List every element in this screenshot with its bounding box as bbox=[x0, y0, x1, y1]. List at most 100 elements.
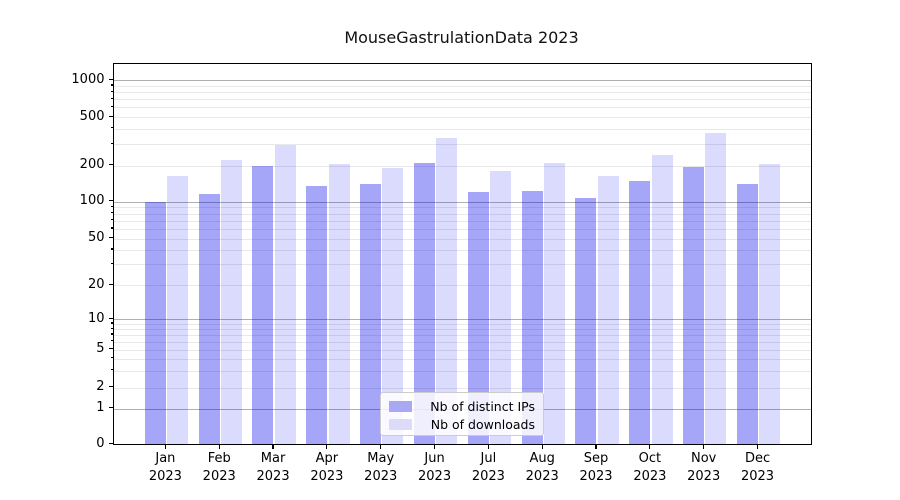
y-minor-tick-mark bbox=[110, 357, 113, 359]
x-tick-label-sep: Sep 2023 bbox=[579, 451, 613, 484]
bar-downloads-jul bbox=[490, 171, 512, 444]
x-tick-label-mar: Mar 2023 bbox=[256, 451, 290, 484]
x-tick-label-may: May 2023 bbox=[364, 451, 398, 484]
bar-distinct-ips-apr bbox=[306, 186, 328, 444]
major-gridline bbox=[114, 319, 811, 321]
y-tick-label: 1000 bbox=[71, 71, 105, 87]
x-tick-mark bbox=[164, 444, 166, 449]
minor-gridline bbox=[114, 341, 811, 343]
bar-distinct-ips-jan bbox=[144, 201, 166, 444]
bar-downloads-jan bbox=[167, 175, 189, 444]
y-tick-label: 2 bbox=[96, 379, 105, 395]
plot-area bbox=[113, 63, 812, 445]
major-gridline bbox=[114, 201, 811, 203]
legend-item-downloads: Nb of downloads bbox=[389, 416, 535, 433]
minor-gridline bbox=[114, 370, 811, 372]
bar-downloads-jun bbox=[436, 138, 458, 444]
minor-gridline bbox=[114, 349, 811, 351]
x-tick-label-nov: Nov 2023 bbox=[687, 451, 721, 484]
y-minor-tick-mark bbox=[110, 97, 113, 99]
y-minor-tick-mark bbox=[110, 227, 113, 229]
y-minor-tick-mark bbox=[110, 219, 113, 221]
y-tick-label: 50 bbox=[87, 230, 105, 245]
minor-gridline bbox=[114, 92, 811, 94]
x-tick-label-dec: Dec 2023 bbox=[740, 451, 775, 484]
y-minor-tick-mark bbox=[110, 327, 113, 329]
x-tick-mark bbox=[218, 444, 220, 449]
legend-swatch-icon bbox=[389, 419, 412, 430]
bar-downloads-may bbox=[382, 168, 404, 444]
minor-gridline bbox=[114, 238, 811, 240]
y-tick-mark bbox=[108, 78, 113, 80]
bar-distinct-ips-jun bbox=[413, 162, 435, 444]
minor-gridline bbox=[114, 117, 811, 118]
y-tick-mark bbox=[108, 317, 113, 319]
legend-label: Nb of downloads bbox=[430, 417, 535, 432]
minor-gridline bbox=[114, 207, 811, 209]
bar-downloads-oct bbox=[651, 154, 673, 444]
minor-gridline bbox=[114, 144, 811, 146]
bar-distinct-ips-feb bbox=[198, 194, 220, 444]
x-tick-label-jun: Jun 2023 bbox=[418, 451, 452, 484]
x-tick-mark bbox=[326, 444, 328, 449]
y-minor-tick-mark bbox=[110, 322, 113, 324]
bar-distinct-ips-may bbox=[360, 184, 382, 444]
y-tick-mark bbox=[108, 348, 113, 350]
y-minor-tick-mark bbox=[110, 212, 113, 214]
minor-gridline bbox=[114, 285, 811, 286]
y-tick-mark bbox=[108, 407, 113, 409]
x-tick-mark bbox=[703, 444, 705, 449]
y-tick-mark bbox=[108, 237, 113, 239]
minor-gridline bbox=[114, 329, 811, 331]
y-tick-mark bbox=[108, 115, 113, 117]
bar-distinct-ips-nov bbox=[683, 166, 704, 444]
y-minor-tick-mark bbox=[110, 340, 113, 342]
minor-gridline bbox=[114, 249, 811, 251]
bar-distinct-ips-jul bbox=[467, 192, 489, 444]
x-tick-label-aug: Aug 2023 bbox=[525, 451, 559, 484]
minor-gridline bbox=[114, 220, 811, 222]
minor-gridline bbox=[114, 228, 811, 230]
x-tick-label-oct: Oct 2023 bbox=[633, 451, 667, 484]
y-tick-mark bbox=[108, 442, 113, 444]
legend-swatch-icon bbox=[389, 401, 412, 412]
minor-gridline bbox=[114, 323, 811, 325]
y-tick-label: 500 bbox=[79, 108, 105, 124]
legend-label: Nb of distinct IPs bbox=[430, 399, 535, 414]
y-tick-label: 0 bbox=[96, 435, 105, 451]
y-tick-mark bbox=[108, 283, 113, 285]
minor-gridline bbox=[114, 128, 811, 130]
minor-gridline bbox=[114, 85, 811, 87]
minor-gridline bbox=[114, 99, 811, 101]
x-tick-mark bbox=[433, 444, 436, 449]
chart-title: MouseGastrulationData 2023 bbox=[344, 28, 579, 47]
minor-gridline bbox=[114, 358, 811, 360]
bar-downloads-dec bbox=[759, 164, 781, 444]
y-tick-mark bbox=[108, 386, 113, 388]
minor-gridline bbox=[114, 107, 811, 109]
bar-downloads-apr bbox=[328, 164, 350, 444]
x-tick-label-feb: Feb 2023 bbox=[202, 451, 236, 484]
x-tick-mark bbox=[272, 444, 274, 449]
y-minor-tick-mark bbox=[110, 333, 113, 335]
minor-gridline bbox=[114, 334, 811, 336]
y-tick-label: 5 bbox=[96, 341, 105, 356]
y-tick-label: 100 bbox=[79, 193, 105, 209]
legend-item-distinct-ips: Nb of distinct IPs bbox=[389, 398, 535, 415]
minor-gridline bbox=[114, 264, 811, 266]
x-tick-label-jul: Jul 2023 bbox=[471, 451, 505, 484]
minor-gridline bbox=[114, 387, 811, 389]
y-tick-label: 200 bbox=[79, 157, 105, 172]
x-tick-mark bbox=[756, 444, 759, 449]
bar-downloads-aug bbox=[543, 162, 565, 444]
major-gridline bbox=[114, 80, 811, 82]
y-minor-tick-mark bbox=[110, 127, 113, 129]
bar-distinct-ips-oct bbox=[629, 180, 651, 444]
y-minor-tick-mark bbox=[110, 105, 113, 108]
minor-gridline bbox=[114, 165, 811, 167]
bar-downloads-mar bbox=[274, 144, 296, 444]
y-minor-tick-mark bbox=[110, 248, 113, 250]
bar-downloads-sep bbox=[597, 175, 619, 444]
bar-distinct-ips-mar bbox=[252, 165, 274, 444]
